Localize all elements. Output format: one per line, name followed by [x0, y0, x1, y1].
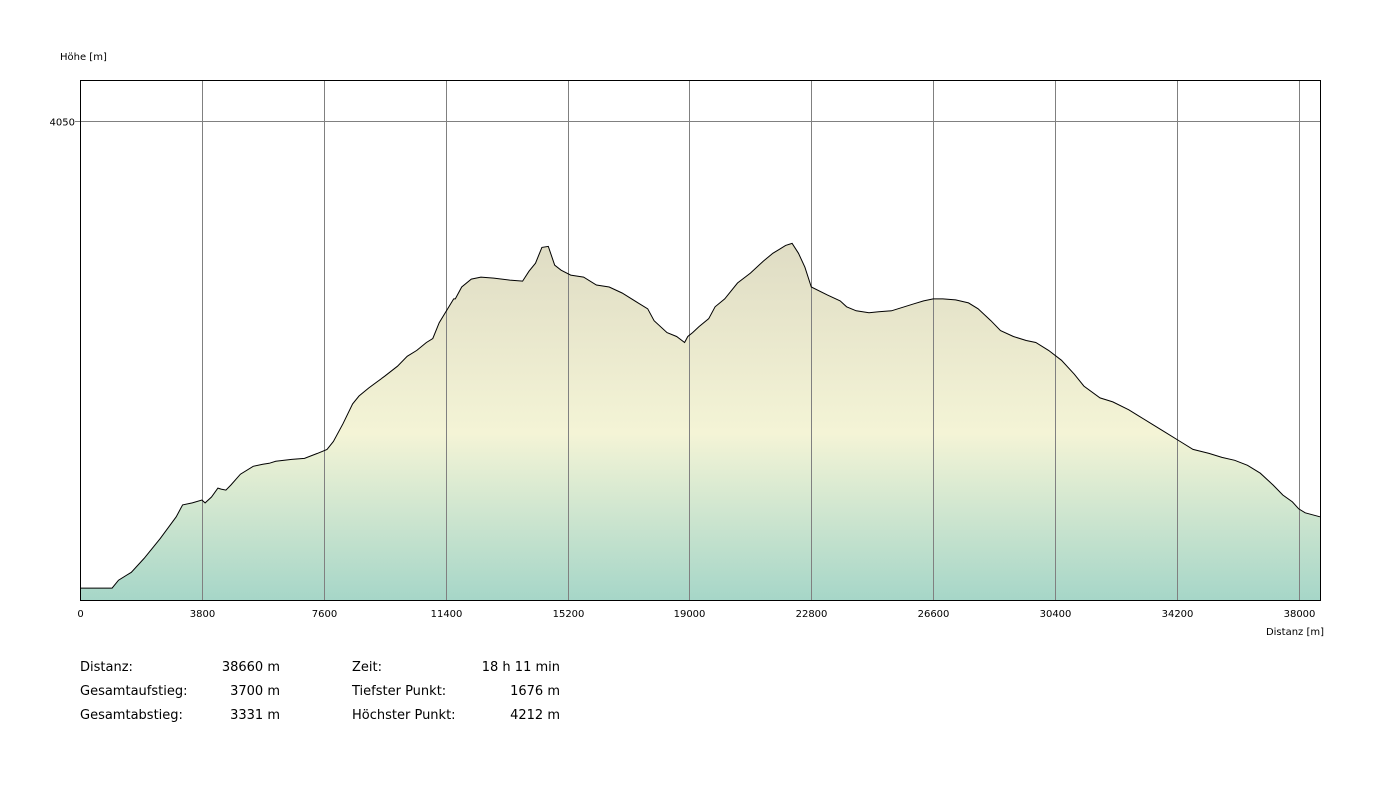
x-tick-label: 3800 [190, 609, 215, 620]
stat-row-distance: Distanz: 38660 m [80, 656, 280, 680]
stat-value-distance: 38660 m [221, 660, 280, 675]
x-tick-label: 22800 [796, 609, 828, 620]
stat-value-lowest-point: 1676 m [510, 684, 560, 699]
stat-label-highest-point: Höchster Punkt: [352, 708, 456, 723]
x-tick-label: 38000 [1284, 609, 1316, 620]
stat-row-lowest-point: Tiefster Punkt: 1676 m [352, 680, 560, 704]
axis-ticks: 0 3800 7600 11400 15200 19000 22800 26600 30400 3… [50, 118, 1316, 621]
stat-row-total-ascent: Gesamtaufstieg: 3700 m [80, 680, 280, 704]
stat-row-highest-point: Höchster Punkt: 4212 m [352, 704, 560, 728]
x-tick-label: 19000 [674, 609, 706, 620]
stat-value-highest-point: 4212 m [510, 708, 560, 723]
stat-value-time: 18 h 11 min [481, 660, 560, 675]
stat-label-distance: Distanz: [80, 660, 133, 675]
stat-label-lowest-point: Tiefster Punkt: [352, 684, 447, 699]
stat-row-total-descent: Gesamtabstieg: 3331 m [80, 704, 280, 728]
x-tick-label: 34200 [1162, 609, 1194, 620]
x-tick-label: 7600 [312, 609, 337, 620]
y-tick-label: 4050 [50, 118, 75, 129]
stat-label-total-ascent: Gesamtaufstieg: [80, 684, 188, 699]
elevation-line [80, 242, 1321, 589]
grid-lines [75, 80, 1320, 600]
stat-label-total-descent: Gesamtabstieg: [80, 708, 183, 723]
stat-label-time: Zeit: [352, 660, 382, 675]
stats-left-column: Distanz: 38660 m Gesamtaufstieg: 3700 m … [80, 656, 280, 728]
stat-value-total-descent: 3331 m [230, 708, 280, 723]
plot-border [80, 80, 1321, 601]
elevation-area [80, 243, 1320, 600]
x-axis-label: Distanz [m] [1266, 627, 1324, 638]
elevation-profile-chart: 0 3800 7600 11400 15200 19000 22800 26600 30400 3… [50, 52, 1325, 638]
x-tick-label: 15200 [553, 609, 585, 620]
stat-row-time: Zeit: 18 h 11 min [352, 656, 560, 680]
stat-value-total-ascent: 3700 m [230, 684, 280, 699]
x-tick-label: 30400 [1040, 609, 1072, 620]
x-tick-label: 0 [77, 609, 83, 620]
x-tick-label: 11400 [431, 609, 463, 620]
x-tick-label: 26600 [918, 609, 950, 620]
y-axis-label: Höhe [m] [60, 52, 107, 63]
stats-right-column: Zeit: 18 h 11 min Tiefster Punkt: 1676 m… [352, 656, 560, 728]
